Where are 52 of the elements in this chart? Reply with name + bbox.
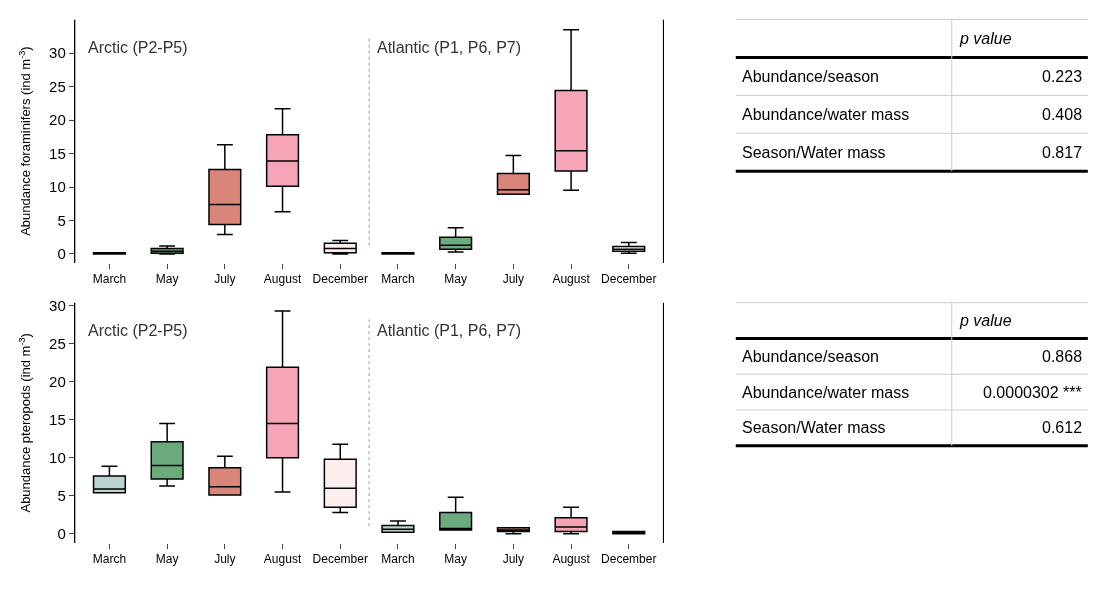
y-tick-label: 0: [57, 245, 66, 263]
y-tick-label: 20: [49, 373, 66, 391]
x-tick-label: March: [92, 272, 127, 287]
x-tick-label: December: [312, 272, 368, 287]
x-tick-label: May: [444, 552, 467, 567]
x-tick-label: August: [552, 552, 591, 567]
y-tick-label: 15: [49, 144, 66, 162]
x-tick-label: August: [552, 272, 591, 287]
y-tick-label: 25: [49, 77, 66, 95]
y-tick-label: 10: [49, 449, 66, 467]
text: p value: [959, 30, 1012, 47]
text: p value: [959, 312, 1012, 329]
x-tick-label: August: [263, 552, 302, 567]
y-tick-label: 15: [49, 411, 66, 429]
x-tick-label: July: [214, 552, 236, 567]
text: 0.223: [1042, 68, 1083, 85]
y-tick-label: 5: [57, 487, 66, 505]
x-tick-label: August: [263, 272, 302, 287]
annotation: Arctic (P2-P5): [88, 39, 188, 56]
text: 0.868: [1042, 348, 1083, 365]
y-tick-label: 30: [49, 297, 66, 315]
text: Abundance/season: [742, 348, 879, 365]
text: 0.0000302 ***: [983, 384, 1082, 401]
x-tick-label: March: [92, 552, 127, 567]
y-tick-label: 0: [57, 525, 66, 543]
y-tick-label: 5: [57, 211, 66, 229]
text: Abundance/water mass: [742, 384, 910, 401]
annotation: Atlantic (P1, P6, P7): [377, 322, 522, 339]
y-tick-label: 30: [49, 44, 66, 62]
text: 0.408: [1042, 106, 1083, 123]
y-tick-label: 20: [49, 111, 66, 129]
text: Season/Water mass: [742, 419, 886, 436]
x-tick-label: May: [155, 552, 179, 567]
x-tick-label: July: [502, 272, 525, 287]
x-tick-label: December: [312, 552, 368, 567]
y-tick-label: 10: [49, 178, 66, 196]
text: 0.817: [1042, 144, 1083, 161]
x-tick-label: July: [502, 552, 525, 567]
x-tick-label: December: [601, 552, 657, 567]
text: 0.612: [1042, 419, 1083, 436]
text: Season/Water mass: [742, 144, 886, 161]
annotation: Arctic (P2-P5): [88, 322, 188, 339]
x-tick-label: May: [155, 272, 179, 287]
x-tick-label: May: [444, 272, 467, 287]
x-tick-label: March: [381, 272, 415, 287]
text: Abundance/water mass: [742, 106, 910, 123]
x-tick-label: March: [381, 552, 415, 567]
annotation: Atlantic (P1, P6, P7): [377, 39, 522, 56]
x-tick-label: December: [601, 272, 657, 287]
x-tick-label: July: [214, 272, 236, 287]
text: Abundance/season: [742, 68, 879, 85]
y-tick-label: 25: [49, 335, 66, 353]
